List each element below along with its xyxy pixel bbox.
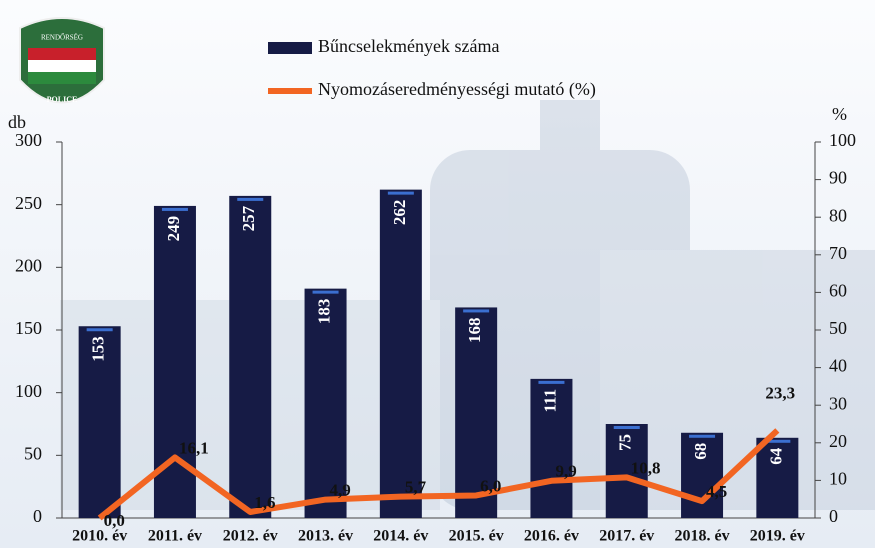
y-tick-label: 300 [15,130,42,150]
legend-swatch [268,42,312,54]
logo-top: RENDŐRSÉG [41,34,83,42]
line-value-label: 23,3 [765,383,795,402]
bar [756,437,799,518]
legend-label: Bűncselekmények száma [318,36,499,56]
line-value-label: 4,9 [330,480,351,499]
line-value-label: 5,7 [405,477,427,496]
bar-highlight [613,426,640,429]
legend-label: Nyomozáseredményességi mutató (%) [318,79,596,100]
x-tick-label: 2011. év [148,528,202,545]
y2-tick-label: 20 [829,431,847,451]
line [97,428,780,521]
line-value-label: 6,0 [480,476,501,495]
x-tick-label: 2012. év [223,528,278,545]
bar [229,195,272,519]
line-value-label: 16,1 [179,438,209,457]
y2-tick-label: 10 [829,469,847,489]
bar-highlight [312,290,339,294]
line-value-label: 4,5 [706,482,727,501]
y-tick-label: 250 [15,193,42,213]
line-value-label: 1,6 [254,493,275,512]
bar-highlight [538,380,565,384]
bar [605,424,648,518]
line-value-label: 0,0 [104,511,125,530]
y2-tick-label: 70 [829,243,847,263]
y-tick-label: 100 [15,381,42,401]
bar-highlight [237,197,264,201]
bar [379,189,422,519]
y2-tick-label: 0 [829,506,838,526]
bar-value-label: 64 [766,447,785,465]
bar-value-label: 75 [616,434,635,451]
logo: RENDŐRSÉG POLICE [19,17,105,104]
x-tick-label: 2016. év [524,528,579,545]
bar-value-label: 68 [691,443,710,460]
logo-bottom: POLICE [47,95,78,104]
x-tick-label: 2019. év [750,528,805,545]
y-tick-label: 150 [15,318,42,338]
bar-highlight [387,191,414,195]
bar [455,307,498,518]
line-value-label: 10,8 [631,458,661,477]
bar [304,288,347,518]
y2-tick-label: 40 [829,356,847,376]
y-tick-label: 200 [15,255,42,275]
bar-highlight [764,439,791,443]
x-tick-label: 2015. év [449,528,504,545]
y-tick-label: 50 [24,443,42,463]
y-tick-label: 0 [33,506,42,526]
bar-value-label: 257 [239,205,258,231]
bar-value-label: 183 [314,299,333,325]
x-tick-label: 2014. év [373,528,428,545]
y2-tick-label: 90 [829,168,847,188]
x-tick-label: 2010. év [72,528,127,545]
bar-highlight [161,207,188,211]
bar-value-label: 249 [164,216,183,242]
bar-highlight [689,434,716,438]
y-axis-label: db [8,112,26,132]
x-tick-label: 2017. év [599,528,654,545]
bar [530,378,573,518]
bar [78,326,121,518]
x-tick-label: 2013. év [298,528,353,545]
y2-tick-label: 80 [829,205,847,225]
bar-highlight [463,309,490,313]
y2-tick-label: 60 [829,281,847,301]
y2-axis-label: % [832,104,847,124]
bar-value-label: 111 [540,389,559,413]
bar-highlight [86,328,113,332]
y2-tick-label: 50 [829,318,847,338]
x-tick-label: 2018. év [674,528,729,545]
line-value-label: 9,9 [555,462,576,481]
bar-value-label: 168 [465,317,484,343]
y2-tick-label: 100 [829,130,856,150]
y2-tick-label: 30 [829,393,847,413]
bar-value-label: 262 [390,200,409,226]
bar-value-label: 153 [89,336,108,362]
